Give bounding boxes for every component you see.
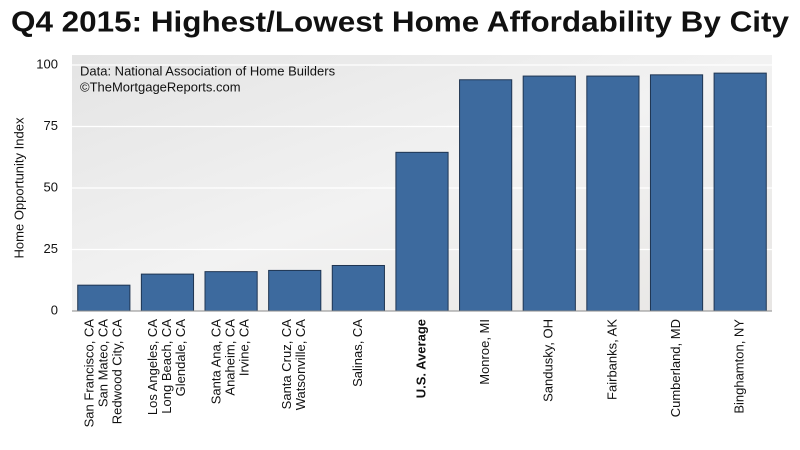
x-tick-label: Binghamton, NY (732, 319, 747, 414)
x-tick-label: Salinas, CA (350, 319, 365, 387)
x-tick-label: Santa Ana, CA (209, 319, 224, 405)
y-tick-label: 50 (44, 179, 58, 194)
x-tick-label: Cumberland, MD (668, 319, 683, 417)
x-tick-label: Fairbanks, AK (604, 319, 619, 400)
bar (649, 74, 704, 312)
x-tick-label: U.S. Average (413, 319, 428, 398)
x-tick-label: Sandusky, OH (541, 319, 556, 402)
bar (522, 75, 576, 312)
bar (77, 284, 131, 312)
x-tick-label: Long Beach, CA (159, 319, 174, 414)
x-tick-label: Irvine, CA (237, 319, 252, 376)
x-tick-label: Los Angeles, CA (145, 319, 160, 415)
x-tick-label: Anaheim, CA (223, 319, 238, 396)
y-tick-label: 25 (44, 241, 58, 256)
credit-note: ©TheMortgageReports.com (80, 79, 241, 94)
x-tick-label: Santa Cruz, CA (279, 319, 294, 410)
bar (140, 273, 195, 312)
source-note: Data: National Association of Home Build… (80, 63, 336, 78)
y-axis-label: Home Opportunity Index (11, 117, 26, 258)
bar (268, 269, 322, 312)
chart-title: Q4 2015: Highest/Lowest Home Affordabili… (11, 7, 789, 39)
bar (713, 72, 767, 312)
x-tick-label: Redwood City, CA (109, 319, 124, 425)
x-tick-label: Monroe, MI (477, 319, 492, 385)
y-tick-label: 0 (51, 302, 58, 317)
x-tick-label: San Francisco, CA (81, 319, 96, 428)
y-tick-label: 75 (44, 118, 58, 133)
bar (586, 75, 640, 312)
x-tick-label: Glendale, CA (173, 319, 188, 397)
bar (395, 151, 449, 312)
y-tick-label: 100 (36, 56, 58, 71)
bar (331, 264, 385, 312)
bar (204, 271, 258, 312)
bar (459, 79, 513, 312)
x-tick-label: San Mateo, CA (95, 319, 110, 407)
x-tick-label: Watsonville, CA (293, 319, 308, 411)
